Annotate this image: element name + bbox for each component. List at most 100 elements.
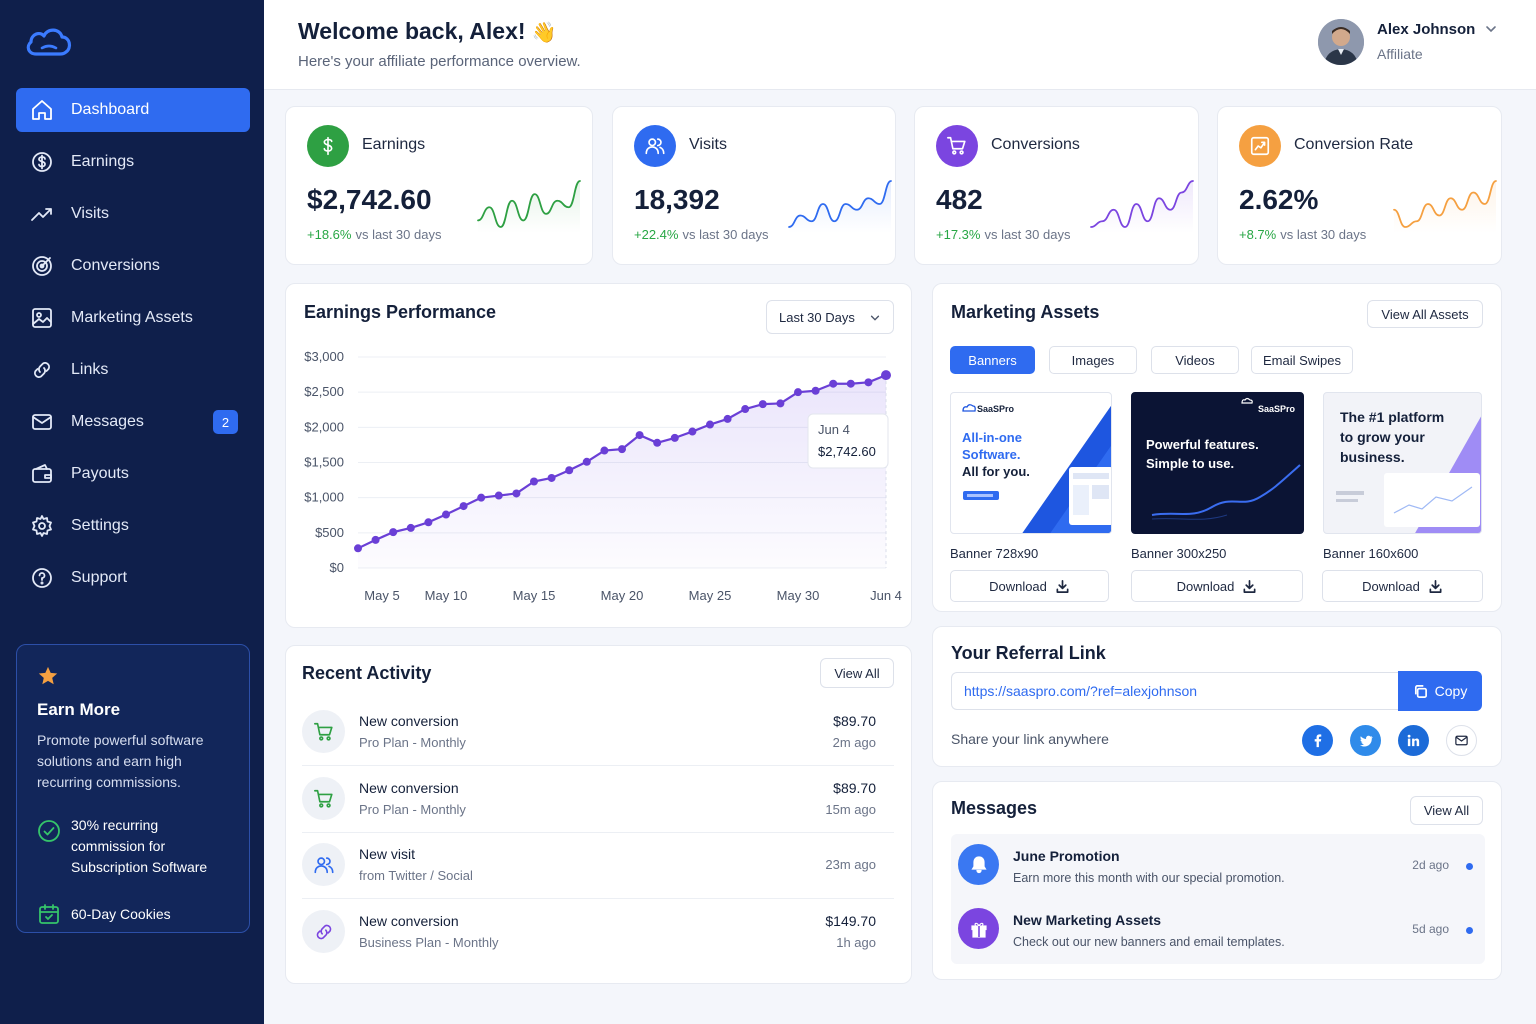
earnings-chart[interactable]: $0 $500 $1,000 $1,500 $2,000 $2,500 $3,000 May …	[286, 284, 913, 629]
referral-link-card: Your Referral Link https://saaspro.com/?…	[932, 626, 1502, 767]
user-name[interactable]: Alex Johnson	[1377, 21, 1476, 38]
chart-point[interactable]	[406, 523, 415, 532]
sidebar-item-label: Links	[71, 361, 109, 378]
chart-point[interactable]	[512, 489, 521, 498]
chart-point[interactable]	[582, 457, 591, 466]
sidebar-item-label: Messages	[71, 413, 144, 430]
chart-point[interactable]	[794, 388, 802, 397]
chart-point[interactable]	[776, 399, 785, 408]
sidebar-item-visits[interactable]: Visits	[16, 192, 250, 236]
sidebar-item-settings[interactable]: Settings	[16, 504, 250, 548]
chart-point[interactable]	[758, 400, 767, 409]
banner-preview[interactable]: The #1 platform to grow your business.	[1323, 392, 1482, 534]
messages-view-all-button[interactable]: View All	[1410, 796, 1483, 825]
chevron-down-icon	[870, 315, 880, 321]
copy-label: Copy	[1434, 683, 1468, 699]
chart-point[interactable]	[477, 493, 486, 502]
activity-row[interactable]: New conversion Pro Plan - Monthly $89.70…	[302, 767, 894, 833]
sidebar-item-conversions[interactable]: Conversions	[16, 244, 250, 288]
chart-point[interactable]	[670, 433, 679, 442]
referral-url-field[interactable]: https://saaspro.com/?ref=alexjohnson	[951, 672, 1399, 710]
tab-videos[interactable]: Videos	[1151, 346, 1239, 374]
chart-point[interactable]	[653, 438, 662, 447]
chart-point[interactable]	[547, 473, 556, 482]
chart-point[interactable]	[741, 405, 750, 414]
chevron-down-icon[interactable]	[1484, 22, 1498, 36]
stat-change-period: vs last 30 days	[1280, 227, 1367, 242]
activity-subtitle: from Twitter / Social	[359, 868, 473, 883]
chart-point[interactable]	[811, 386, 820, 395]
sidebar-item-payouts[interactable]: Payouts	[16, 452, 250, 496]
banner-728-graphic	[962, 404, 1111, 533]
activity-row[interactable]: New visit from Twitter / Social 23m ago	[302, 833, 894, 899]
chart-point[interactable]	[864, 378, 873, 387]
email-share-icon[interactable]	[1446, 725, 1477, 756]
sidebar-item-messages[interactable]: Messages 2	[16, 400, 250, 444]
chart-point[interactable]	[530, 477, 538, 486]
stat-card-conversions: Conversions 482 +17.3% vs last 30 days	[914, 106, 1199, 265]
facebook-icon[interactable]	[1302, 725, 1333, 756]
banner-preview[interactable]: SaaSPro All-in-one Software. All for you…	[950, 392, 1112, 534]
banner-preview[interactable]: SaaSPro Powerful features. Simple to use…	[1131, 392, 1304, 534]
marketing-assets-card: Marketing Assets View All Assets Banners…	[932, 283, 1502, 612]
sidebar-item-links[interactable]: Links	[16, 348, 250, 392]
sidebar-item-support[interactable]: Support	[16, 556, 250, 600]
chart-point[interactable]	[829, 379, 838, 388]
chart-point[interactable]	[494, 491, 503, 500]
unread-dot	[1466, 927, 1473, 934]
chart-point[interactable]	[723, 414, 732, 423]
activity-view-all-button[interactable]: View All	[820, 658, 894, 688]
download-button[interactable]: Download	[950, 570, 1109, 602]
banner-headline: Powerful features. Simple to use.	[1146, 435, 1259, 473]
message-item[interactable]: June Promotion Earn more this month with…	[951, 834, 1485, 896]
chart-point[interactable]	[442, 510, 450, 519]
chart-point[interactable]	[354, 544, 362, 553]
message-item[interactable]: New Marketing Assets Check out our new b…	[951, 898, 1485, 960]
sidebar-item-earnings[interactable]: Earnings	[16, 140, 250, 184]
chart-point[interactable]	[618, 445, 626, 454]
chart-point[interactable]	[688, 427, 697, 436]
chart-point[interactable]	[371, 535, 380, 544]
download-button[interactable]: Download	[1131, 570, 1303, 602]
tab-images[interactable]: Images	[1049, 346, 1137, 374]
sidebar-item-marketing-assets[interactable]: Marketing Assets	[16, 296, 250, 340]
tab-banners[interactable]: Banners	[950, 346, 1035, 374]
sparkline-area	[1091, 181, 1193, 233]
banner-line: All-in-one	[962, 430, 1022, 445]
copy-button[interactable]: Copy	[1398, 671, 1482, 711]
banner-line: The #1 platform	[1340, 409, 1445, 425]
download-button[interactable]: Download	[1322, 570, 1483, 602]
activity-row[interactable]: New conversion Pro Plan - Monthly $89.70…	[302, 700, 894, 766]
message-preview: Check out our new banners and email temp…	[1013, 935, 1285, 949]
cart-icon	[936, 125, 978, 167]
chart-point[interactable]	[459, 502, 468, 511]
sparkline-area	[478, 181, 580, 233]
wave-emoji: 👋	[531, 22, 557, 44]
linkedin-icon[interactable]	[1398, 725, 1429, 756]
sidebar-item-label: Support	[71, 569, 128, 586]
sidebar-nav: Dashboard Earnings Visits Conversions Ma…	[16, 88, 250, 608]
avatar[interactable]	[1318, 19, 1364, 65]
sidebar-item-dashboard[interactable]: Dashboard	[16, 88, 250, 132]
message-time: 5d ago	[1412, 922, 1449, 936]
chart-point[interactable]	[706, 420, 714, 429]
chart-point[interactable]	[424, 518, 433, 527]
chart-point[interactable]	[635, 431, 644, 440]
chart-point[interactable]	[389, 528, 398, 537]
chart-point[interactable]	[846, 379, 855, 388]
banner-label: Banner 160x600	[1323, 546, 1419, 561]
perk-cookies-text: 60-Day Cookies	[71, 905, 171, 922]
tab-email-swipes[interactable]: Email Swipes	[1251, 346, 1353, 374]
activity-amount: $149.70	[825, 913, 876, 929]
dollar-icon	[307, 125, 349, 167]
view-all-assets-button[interactable]: View All Assets	[1367, 300, 1483, 328]
chart-point[interactable]	[565, 466, 574, 475]
message-title: New Marketing Assets	[1013, 912, 1162, 928]
chart-point[interactable]	[881, 370, 891, 381]
chart-point[interactable]	[600, 446, 609, 455]
stat-card-conversion-rate: Conversion Rate 2.62% +8.7% vs last 30 da…	[1217, 106, 1502, 265]
cloud-logo-icon[interactable]	[24, 24, 74, 60]
twitter-icon[interactable]	[1350, 725, 1381, 756]
range-select[interactable]: Last 30 Days	[766, 300, 894, 334]
activity-row[interactable]: New conversion Business Plan - Monthly $…	[302, 900, 894, 966]
